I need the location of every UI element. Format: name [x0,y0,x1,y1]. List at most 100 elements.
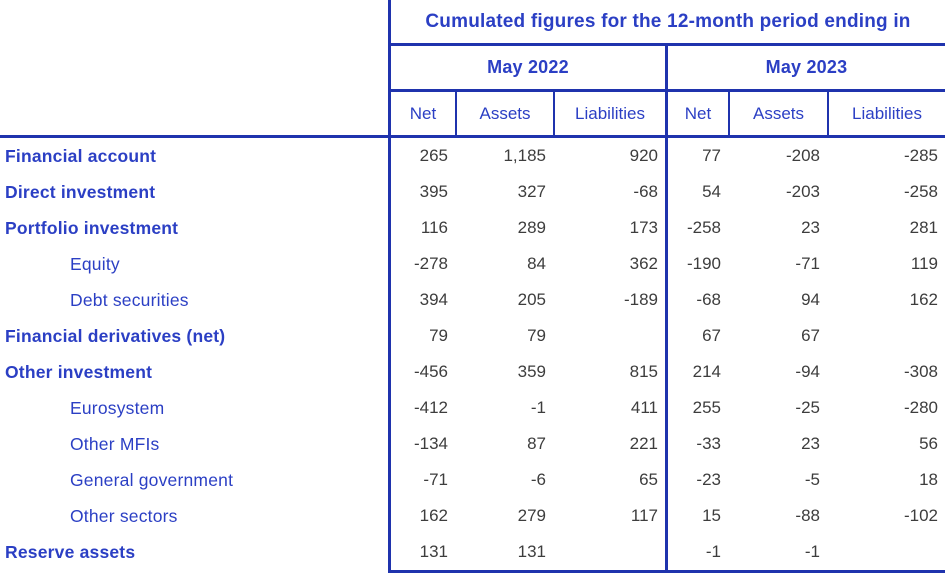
table-row: Other investment -456 359 815 214 -94 -3… [0,354,945,390]
cell-value: 281 [909,218,938,237]
cell-value: -412 [388,390,455,426]
table-row: Debt securities 394 205 -189 -68 94 162 [0,282,945,318]
row-label: Other MFIs [70,433,160,454]
cell-value: 116 [388,210,455,246]
cell-value: 131 [388,534,455,570]
cell-value: 162 [909,290,938,309]
table-row: Equity -278 84 362 -190 -71 119 [0,246,945,282]
cell-value: 279 [517,506,546,525]
cell-value: 18 [919,470,938,489]
cell-value [827,534,945,570]
cell-value: -33 [665,426,728,462]
cell-value: 265 [388,138,455,174]
column-header-net-2023: Net [665,92,728,135]
cell-value: 56 [919,434,938,453]
cell-value: -1 [530,398,546,417]
period-header-may-2022: May 2022 [388,46,665,92]
cell-value: -71 [388,462,455,498]
table-title: Cumulated figures for the 12-month perio… [388,0,945,46]
cell-value: -134 [388,426,455,462]
cell-value: 23 [801,218,820,237]
table-row: General government -71 -6 65 -23 -5 18 [0,462,945,498]
period-header-may-2023: May 2023 [665,46,945,92]
cell-value: 214 [665,354,728,390]
cell-value: 815 [629,362,658,381]
table-row: Other MFIs -134 87 221 -33 23 56 [0,426,945,462]
cell-value: -258 [903,182,938,201]
table-row: Other sectors 162 279 117 15 -88 -102 [0,498,945,534]
row-label: General government [70,469,234,490]
row-label: Portfolio investment [5,217,179,238]
cell-value: 77 [665,138,728,174]
cell-value: -189 [623,290,658,309]
cell-value: -23 [665,462,728,498]
cell-value: -88 [795,506,820,525]
column-header-spacer [0,92,388,135]
cell-value: 79 [388,318,455,354]
table-row: Reserve assets 131 131 -1 -1 [0,534,945,570]
row-label: Financial derivatives (net) [5,325,226,346]
row-label: Financial account [5,145,157,166]
cell-value: 84 [527,254,546,273]
cell-value: 289 [517,218,546,237]
cell-value: -71 [795,254,820,273]
cell-value: -190 [665,246,728,282]
cell-value: -94 [795,362,820,381]
row-label: Reserve assets [5,541,136,562]
cell-value: -258 [665,210,728,246]
table-row: Financial account 265 1,185 920 77 -208 … [0,138,945,174]
cell-value: -208 [785,146,820,165]
cell-value: 162 [388,498,455,534]
cell-value: -285 [903,146,938,165]
cell-value: 394 [388,282,455,318]
cell-value: 362 [629,254,658,273]
cell-value: 359 [517,362,546,381]
cell-value: -5 [804,470,820,489]
cell-value: 119 [910,254,938,273]
period-band-spacer [0,46,388,92]
table-bottom-border [388,570,945,573]
cell-value [827,318,945,354]
cell-value: 221 [629,434,658,453]
cell-value: 411 [630,398,658,417]
table-row: Direct investment 395 327 -68 54 -203 -2… [0,174,945,210]
cell-value: 173 [629,218,658,237]
table-row: Financial derivatives (net) 79 79 67 67 [0,318,945,354]
cell-value: 1,185 [503,146,546,165]
table-row: Eurosystem -412 -1 411 255 -25 -280 [0,390,945,426]
cell-value: 15 [665,498,728,534]
cell-value: 131 [517,542,546,561]
row-label: Debt securities [70,289,189,310]
cell-value: -308 [903,362,938,381]
column-header-assets-2022: Assets [455,92,553,135]
cell-value: -25 [795,398,820,417]
cell-value: 395 [388,174,455,210]
cell-value: -68 [665,282,728,318]
cell-value: -102 [903,506,938,525]
cell-value: -1 [665,534,728,570]
cell-value: -203 [785,182,820,201]
cell-value: 205 [517,290,546,309]
row-label: Other investment [5,361,153,382]
cell-value: 920 [629,146,658,165]
cell-value: 67 [801,326,820,345]
table-row: Portfolio investment 116 289 173 -258 23… [0,210,945,246]
cell-value: -456 [388,354,455,390]
cell-value: -6 [530,470,546,489]
column-header-liabilities-2023: Liabilities [827,92,945,135]
period-band: May 2022 May 2023 [0,46,945,92]
cell-value: -1 [804,542,820,561]
cell-value: 67 [665,318,728,354]
cell-value [553,534,665,570]
cell-value: -278 [388,246,455,282]
cell-value [553,318,665,354]
cell-value: 255 [665,390,728,426]
title-band-spacer [0,0,388,46]
cell-value: 87 [527,434,546,453]
row-label: Direct investment [5,181,156,202]
column-header-liabilities-2022: Liabilities [553,92,665,135]
column-header-band: Net Assets Liabilities Net Assets Liabil… [0,92,945,138]
cell-value: 94 [801,290,820,309]
title-band: Cumulated figures for the 12-month perio… [0,0,945,46]
